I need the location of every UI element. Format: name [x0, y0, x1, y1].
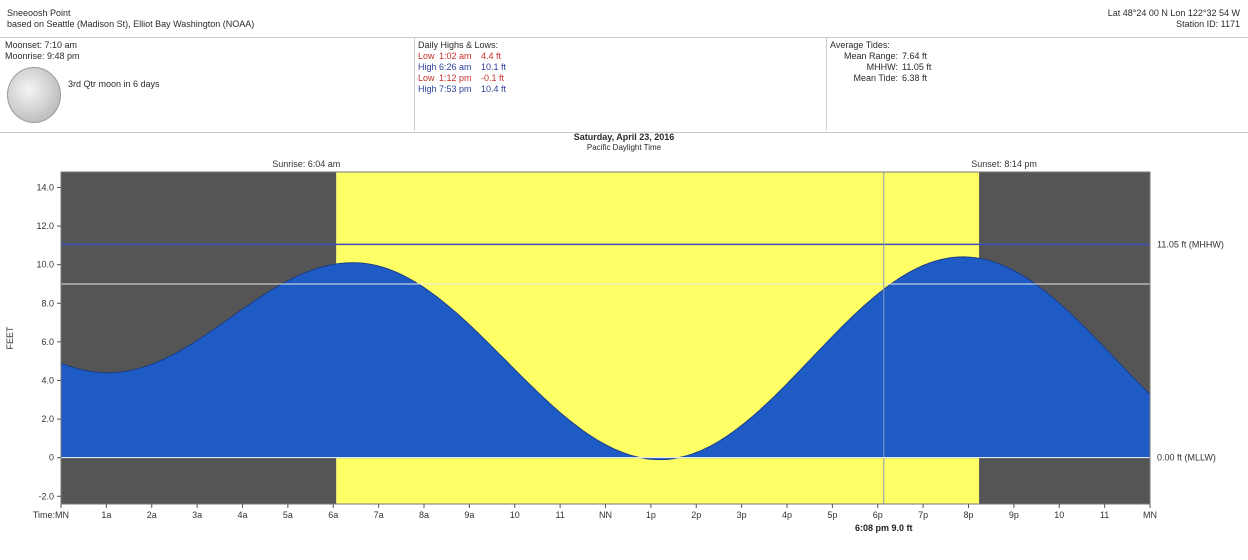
x-tick-label: 9p — [1009, 510, 1019, 520]
sunrise-label: Sunrise: 6:04 am — [272, 159, 340, 169]
x-tick-label: 7a — [374, 510, 384, 520]
y-tick-label: 6.0 — [41, 337, 54, 347]
x-tick-label: 1a — [101, 510, 111, 520]
x-tick-label: 10 — [510, 510, 520, 520]
y-tick-label: 12.0 — [36, 221, 54, 231]
x-tick-label: 10 — [1054, 510, 1064, 520]
x-tick-label: 8p — [963, 510, 973, 520]
station-name: Sneeoosh Point — [7, 8, 71, 18]
tide-type: Low — [418, 73, 435, 83]
x-tick-label: 3a — [192, 510, 202, 520]
highs-lows-title: Daily Highs & Lows: — [418, 40, 499, 50]
station-reference: based on Seattle (Madison St), Elliot Ba… — [7, 19, 255, 29]
tide-chart[interactable]: 14.0 12.0 10.0 8.0 6.0 4.0 2.0 0 -2.0 FEET Time:M… — [0, 150, 1248, 560]
x-tick-label: 3p — [737, 510, 747, 520]
moonrise-text: Moonrise: 9:48 pm — [5, 51, 80, 61]
chart-date-title: Saturday, April 23, 2016 — [573, 132, 675, 142]
divider — [826, 37, 827, 131]
moon-icon — [7, 67, 61, 123]
mllw-label: 0.00 ft (MLLW) — [1157, 453, 1216, 463]
sunset-label: Sunset: 8:14 pm — [971, 159, 1037, 169]
y-tick-label: 8.0 — [41, 298, 54, 308]
x-tick-label: 5p — [827, 510, 837, 520]
tide-type: High — [418, 62, 437, 72]
station-header: Sneeoosh Point based on Seattle (Madison… — [7, 8, 254, 30]
tide-type: Low — [418, 51, 435, 61]
y-tick-label: 14.0 — [36, 182, 54, 192]
x-tick-label: 2a — [147, 510, 157, 520]
tide-height: -0.1 ft — [481, 73, 505, 83]
x-tick-label: NN — [599, 510, 612, 520]
x-tick-label: 5a — [283, 510, 293, 520]
x-tick-label: 8a — [419, 510, 429, 520]
x-tick-label: 1p — [646, 510, 656, 520]
mean-tide-value: 6.38 ft — [902, 73, 928, 83]
daily-highs-lows: Daily Highs & Lows: Low 1:02 am 4.4 ft H… — [418, 40, 506, 95]
x-tick-label: 4a — [237, 510, 247, 520]
mean-tide-row: Mean Tide: 6.38 ft — [830, 73, 931, 84]
moon-phase-text: 3rd Qtr moon in 6 days — [68, 79, 160, 89]
tide-height: 10.1 ft — [481, 62, 507, 72]
tide-extreme-row: Low 1:02 am 4.4 ft — [418, 51, 506, 62]
y-tick-label: 4.0 — [41, 375, 54, 385]
y-axis-label: FEET — [5, 326, 15, 350]
station-location: Lat 48°24 00 N Lon 122°32 54 W Station I… — [1108, 8, 1240, 30]
y-tick-label: 2.0 — [41, 414, 54, 424]
info-band — [0, 37, 1248, 133]
mean-tide-label: Mean Tide: — [853, 73, 898, 83]
moon-info: Moonset: 7:10 am Moonrise: 9:48 pm — [5, 40, 80, 62]
x-tick-label: MN — [1143, 510, 1157, 520]
mhhw-label: 11.05 ft (MHHW) — [1157, 239, 1224, 249]
x-tick-label: 2p — [691, 510, 701, 520]
tide-height: 4.4 ft — [481, 51, 502, 61]
station-id: Station ID: 1171 — [1176, 19, 1240, 29]
y-tick-label: 0 — [49, 453, 54, 463]
station-latlon: Lat 48°24 00 N Lon 122°32 54 W — [1107, 8, 1240, 18]
x-tick-label: 6p — [873, 510, 883, 520]
tide-type: High — [418, 84, 437, 94]
mean-range-row: Mean Range: 7.64 ft — [830, 51, 931, 62]
divider — [414, 37, 415, 131]
mean-range-label: Mean Range: — [843, 51, 898, 61]
tide-time: 6:26 am — [439, 62, 472, 72]
tide-time: 1:12 pm — [439, 73, 472, 83]
x-tick-label: 4p — [782, 510, 792, 520]
moonset-text: Moonset: 7:10 am — [5, 40, 78, 50]
y-tick-label: -2.0 — [38, 491, 54, 501]
chart-timezone: Pacific Daylight Time — [586, 143, 662, 152]
tide-extreme-row: High 7:53 pm 10.4 ft — [418, 84, 506, 95]
average-tides-title: Average Tides: — [830, 40, 890, 50]
cursor-readout: 6:08 pm 9.0 ft — [855, 523, 913, 533]
x-tick-label: 11 — [1100, 510, 1109, 520]
tide-area — [60, 256, 1151, 461]
tide-time: 7:53 pm — [439, 84, 472, 94]
x-tick-label: 6a — [328, 510, 338, 520]
average-tides: Average Tides: Mean Range: 7.64 ft MHHW:… — [830, 40, 931, 84]
x-tick-label: Time:MN — [33, 510, 69, 520]
tide-height: 10.4 ft — [481, 84, 507, 94]
x-tick-label: 9a — [464, 510, 474, 520]
x-tick-label: 11 — [555, 510, 564, 520]
tide-extreme-row: High 6:26 am 10.1 ft — [418, 62, 506, 73]
mhhw-label: MHHW: — [866, 62, 898, 72]
mhhw-value: 11.05 ft — [902, 62, 932, 72]
mhhw-row: MHHW: 11.05 ft — [830, 62, 932, 73]
x-tick-label: 7p — [918, 510, 928, 520]
y-tick-label: 10.0 — [36, 260, 54, 270]
tide-time: 1:02 am — [439, 51, 472, 61]
tide-extreme-row: Low 1:12 pm -0.1 ft — [418, 73, 506, 84]
mean-range-value: 7.64 ft — [902, 51, 928, 61]
